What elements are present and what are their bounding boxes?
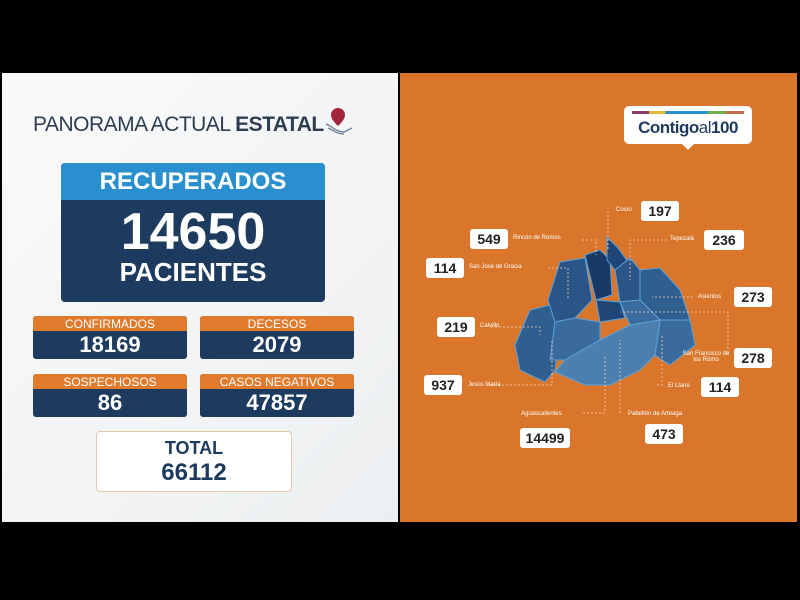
decesos-card: DECESOS 2079 [200,316,354,359]
negativos-label: CASOS NEGATIVOS [200,374,354,389]
hand-location-pin-icon [325,108,353,135]
total-card: TOTAL 66112 [96,431,292,492]
map-regions [514,235,696,386]
cosio-value: 197 [641,201,679,221]
tepezala-label: Tepezalá [670,236,695,242]
sospechosos-value: 86 [97,390,123,415]
el-llano-value: 114 [701,377,739,397]
san-jose-de-gracia-label: San José de Gracia [469,264,522,270]
negativos-card: CASOS NEGATIVOS 47857 [200,374,354,417]
tepezala-value: 236 [704,230,744,250]
total-value: 66112 [161,459,227,486]
confirmados-label: CONFIRMADOS [33,316,187,331]
contigo-al-100-logo: Contigoal100 [624,106,752,150]
region-san-jose-de-gracia [547,257,593,323]
recuperados-label: RECUPERADOS [61,163,325,200]
region-aguascalientes [554,319,661,386]
aguascalientes-value: 14499 [520,428,570,448]
cosio-label: Cosío [616,207,632,213]
aguascalientes-label: Aguascalientes [521,411,562,417]
pabellon-value: 473 [645,424,683,444]
leader-lines [490,211,729,414]
asientos-label: Asientos [698,294,722,300]
recuperados-value: 14650 [120,203,266,261]
el-llano-label: El Llano [668,383,690,389]
sospechosos-card: SOSPECHOSOS 86 [33,374,187,417]
calvillo-value: 219 [437,317,475,337]
rincon-de-romos-value: 549 [470,229,508,249]
san-jose-de-gracia-value: 114 [426,258,464,278]
decesos-label: DECESOS [200,316,354,331]
san-francisco-label: San Francisco de los Romo [682,351,730,363]
negativos-value: 47857 [246,390,308,415]
confirmados-value: 18169 [79,332,141,357]
calvillo-label: Calvillo [480,323,500,329]
rincon-de-romos-label: Rincón de Romos [513,235,561,241]
recuperados-unit: PACIENTES [119,257,267,287]
recuperados-card: RECUPERADOS 14650 PACIENTES [61,163,325,302]
region-rincon-de-romos [584,249,613,301]
jesus-maria-label: Jesús María [468,382,501,388]
confirmados-card: CONFIRMADOS 18169 [33,316,187,359]
page-title: PANORAMA ACTUAL ESTATAL [33,113,324,136]
san-francisco-value: 278 [734,348,772,368]
asientos-value: 273 [734,287,772,307]
region-pabellon [595,299,626,323]
total-label: TOTAL [164,438,224,458]
jesus-maria-value: 937 [424,375,462,395]
pabellon-label: Pabellón de Arteaga [628,411,683,417]
decesos-value: 2079 [252,332,302,357]
sospechosos-label: SOSPECHOSOS [33,374,187,389]
